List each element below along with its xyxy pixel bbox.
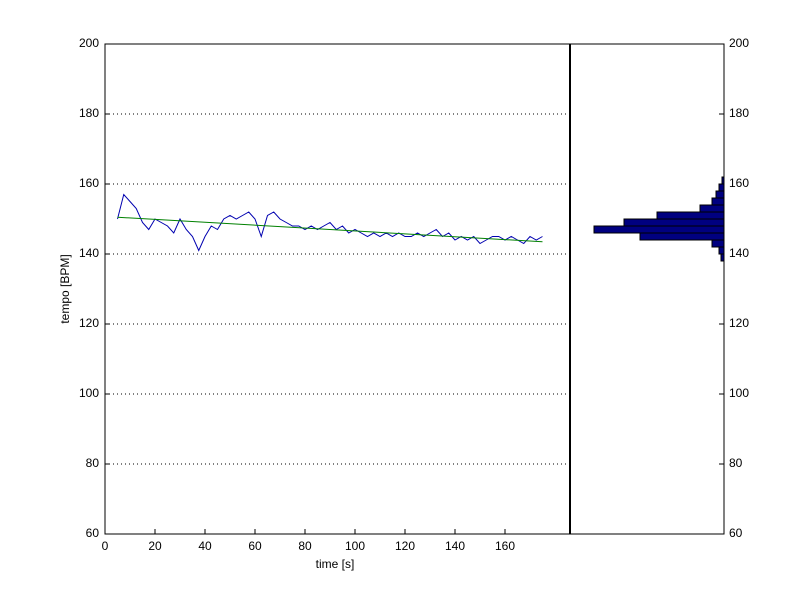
x-axis-label: time [s] (316, 557, 355, 571)
y-tick-label: 120 (79, 316, 99, 330)
x-tick-label: 0 (102, 539, 109, 553)
y-tick-label: 60 (86, 526, 100, 540)
x-tick-label: 40 (198, 539, 212, 553)
histogram-bar (718, 183, 725, 192)
x-tick-label: 160 (495, 539, 515, 553)
histogram-bar (593, 225, 725, 234)
histogram-bar (711, 197, 725, 206)
y-tick-label: 80 (86, 456, 100, 470)
y-tick-label: 200 (79, 36, 99, 50)
x-tick-label: 100 (345, 539, 365, 553)
y-tick-label: 160 (79, 176, 99, 190)
histogram-bar (639, 232, 725, 241)
x-tick-label: 140 (445, 539, 465, 553)
histogram-bar (656, 211, 725, 220)
y-axis-label: tempo [BPM] (58, 254, 72, 323)
y-tick-label: 60 (729, 526, 743, 540)
y-tick-label: 180 (729, 106, 749, 120)
y-tick-label: 100 (729, 386, 749, 400)
histogram-bar (699, 204, 725, 213)
x-tick-label: 80 (298, 539, 312, 553)
y-tick-label: 140 (729, 246, 749, 260)
y-tick-label: 200 (729, 36, 749, 50)
x-tick-label: 20 (148, 539, 162, 553)
histogram-bar (715, 190, 725, 199)
x-tick-label: 60 (248, 539, 262, 553)
x-tick-label: 120 (395, 539, 415, 553)
histogram-bar (718, 246, 725, 255)
y-tick-label: 120 (729, 316, 749, 330)
y-tick-label: 180 (79, 106, 99, 120)
y-tick-label: 80 (729, 456, 743, 470)
histogram-bar (623, 218, 725, 227)
y-tick-label: 160 (729, 176, 749, 190)
y-tick-label: 140 (79, 246, 99, 260)
histogram-bar (711, 239, 725, 248)
tempo-line (117, 216, 543, 243)
y-tick-label: 100 (79, 386, 99, 400)
